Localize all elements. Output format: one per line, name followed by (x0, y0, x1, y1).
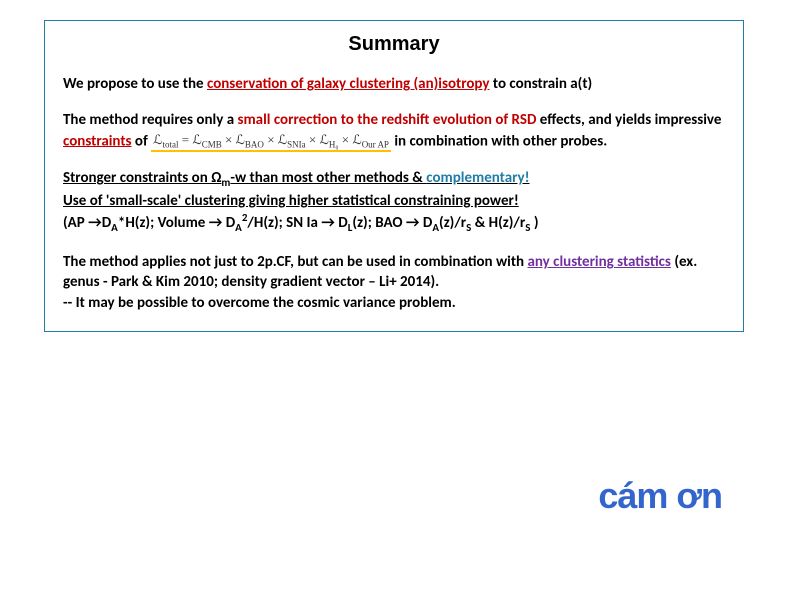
p2-text-c: effects, and yields impressive (536, 111, 721, 129)
p3-line1: Stronger constraints on Ωm-w than most o… (63, 169, 530, 187)
para-4: The method applies not just to 2p.CF, bu… (63, 252, 725, 313)
p2-highlight-1: small correction to the redshift evoluti… (238, 111, 537, 129)
p1-text-c: to constrain a(t) (490, 75, 593, 93)
title: Summary (63, 33, 725, 56)
p3-line2: Use of 'small-scale' clustering giving h… (63, 192, 519, 210)
p4-highlight: any clustering statistics (528, 253, 671, 271)
p2-highlight-2: constraints (63, 132, 132, 150)
para-1: We propose to use the conservation of ga… (63, 74, 725, 94)
p2-text-a: The method requires only a (63, 111, 238, 129)
p2-text-f: in combination with other probes. (391, 132, 607, 150)
p1-highlight: conservation of galaxy clustering (an)is… (207, 75, 490, 93)
p2-text-e: of (132, 132, 152, 150)
p1-text-a: We propose to use the (63, 75, 207, 93)
p4-text-d: -- It may be possible to overcome the co… (63, 294, 456, 312)
thanks-text: cám ơn (598, 475, 722, 517)
p4-text-a: The method applies not just to 2p.CF, bu… (63, 253, 528, 271)
para-2: The method requires only a small correct… (63, 110, 725, 152)
summary-box: Summary We propose to use the conservati… (44, 20, 744, 332)
p3-line3: (AP →DA*H(z); Volume → DA2/H(z); SN Ia →… (63, 214, 539, 232)
para-3: Stronger constraints on Ωm-w than most o… (63, 168, 725, 236)
likelihood-formula: ℒtotal = ℒCMB × ℒBAO × ℒSNIa × ℒH₀ × ℒOu… (151, 131, 391, 153)
